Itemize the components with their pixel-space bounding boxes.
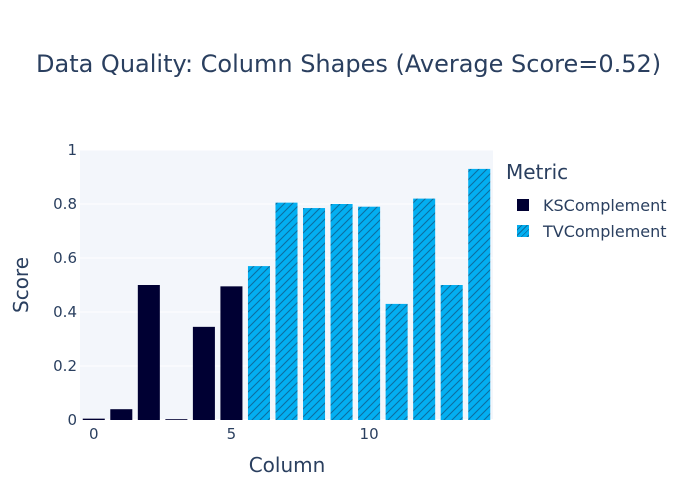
- legend-label-tvcomplement: TVComplement: [543, 221, 667, 241]
- bar-tvcomplement-7[interactable]: [275, 202, 298, 420]
- y-tick-label: 0.2: [53, 357, 77, 375]
- bar-kscomplement-4[interactable]: [192, 326, 215, 420]
- bar-tvcomplement-12[interactable]: [413, 198, 436, 420]
- bar-tvcomplement-9[interactable]: [330, 204, 353, 420]
- y-tick-label: 1: [67, 141, 77, 159]
- x-tick-label: 10: [360, 425, 379, 443]
- legend-swatch-tvcomplement: [517, 225, 529, 237]
- y-tick-label: 0.4: [53, 303, 77, 321]
- y-tick-label: 0: [67, 411, 77, 429]
- bar-kscomplement-1[interactable]: [110, 409, 133, 420]
- legend-title: Metric: [506, 160, 569, 184]
- x-axis-title: Column: [249, 453, 326, 477]
- y-axis-title: Score: [9, 257, 33, 313]
- legend-label-kscomplement: KSComplement: [543, 195, 667, 215]
- legend-item-kscomplement[interactable]: KSComplement: [506, 192, 667, 218]
- bar-kscomplement-3[interactable]: [165, 419, 188, 420]
- legend: Metric KSComplement TVComplement: [506, 160, 667, 244]
- x-tick-label: 0: [89, 425, 99, 443]
- x-tick-label: 5: [227, 425, 237, 443]
- y-tick-labels: 0 0.2 0.4 0.6 0.8 1: [53, 141, 77, 429]
- bars: [82, 168, 491, 420]
- x-tick-labels: 0 5 10: [89, 425, 379, 443]
- legend-item-tvcomplement[interactable]: TVComplement: [506, 218, 667, 244]
- bar-tvcomplement-8[interactable]: [303, 208, 326, 420]
- chart-title: Data Quality: Column Shapes (Average Sco…: [36, 50, 662, 78]
- bar-tvcomplement-13[interactable]: [440, 285, 463, 420]
- bar-kscomplement-5[interactable]: [220, 286, 243, 420]
- bar-tvcomplement-10[interactable]: [358, 206, 381, 420]
- legend-swatch-kscomplement: [517, 199, 529, 211]
- bar-kscomplement-2[interactable]: [137, 285, 160, 420]
- y-tick-label: 0.6: [53, 249, 77, 267]
- bar-kscomplement-0[interactable]: [82, 418, 105, 420]
- bar-tvcomplement-11[interactable]: [385, 303, 408, 420]
- bar-tvcomplement-6[interactable]: [247, 266, 270, 420]
- y-tick-label: 0.8: [53, 195, 77, 213]
- bar-tvcomplement-14[interactable]: [468, 168, 491, 420]
